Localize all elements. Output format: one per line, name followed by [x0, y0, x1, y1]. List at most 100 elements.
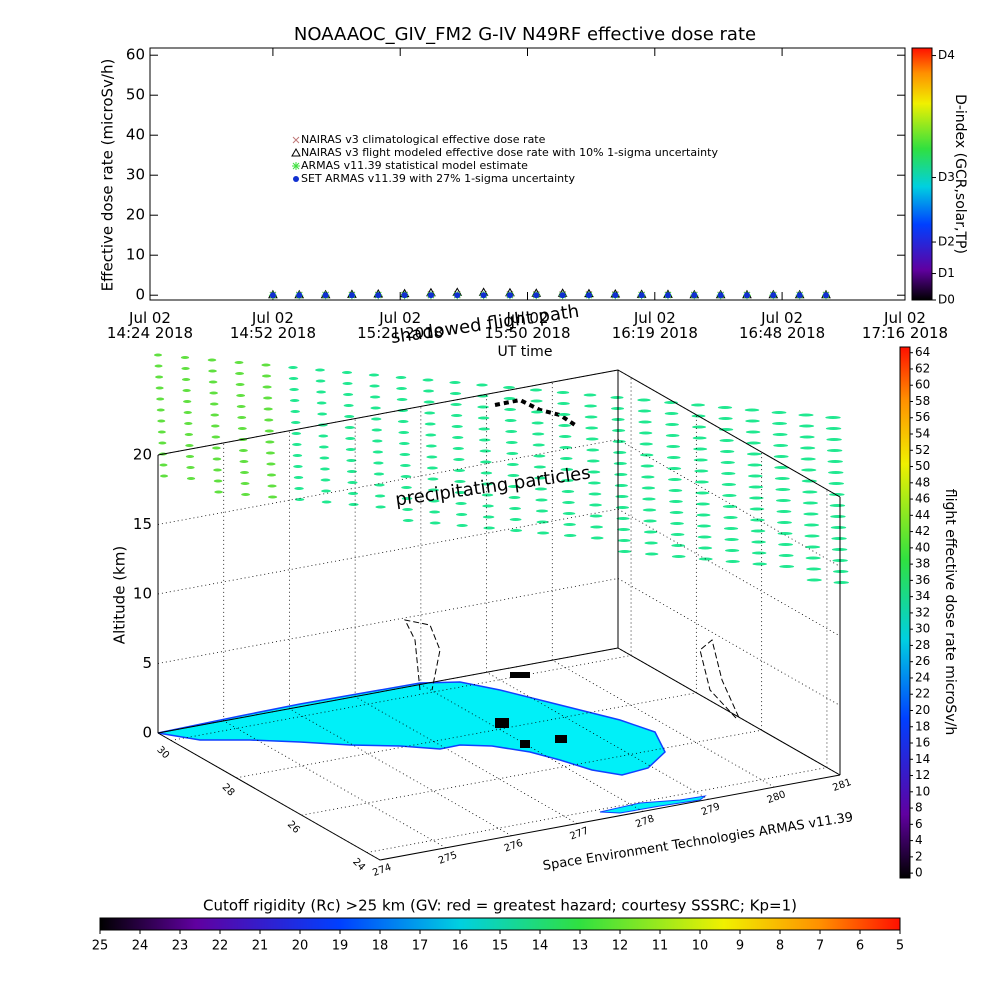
particle: [315, 379, 326, 383]
particle: [748, 485, 764, 489]
particle: [429, 510, 441, 514]
particle: [830, 526, 847, 529]
marker: [322, 292, 329, 299]
particle: [694, 469, 709, 473]
y-axis-label: Effective dose rate (microSv/h): [99, 59, 117, 292]
x-tick-label: Jul 02 15:21 2018: [357, 309, 443, 342]
x-tick-label: 281: [831, 777, 853, 794]
particle: [535, 498, 548, 502]
particle: [831, 537, 847, 540]
colorbar-tick-label: D0: [938, 293, 955, 307]
marker: [717, 292, 724, 299]
chart-title: NOAAAOC_GIV_FM2 G-IV N49RF effective dos…: [294, 24, 756, 45]
particle: [638, 431, 653, 435]
colorbar-tick-label: 19: [332, 939, 349, 954]
axis-line: [379, 774, 841, 861]
particle: [157, 419, 166, 423]
particle: [159, 463, 168, 467]
particle: [290, 410, 300, 413]
particle: [588, 481, 601, 485]
particle: [186, 466, 195, 469]
colorbar-tick-label: 60: [915, 378, 930, 392]
particle: [691, 403, 705, 407]
colorbar-tick-label: 48: [915, 475, 930, 489]
particle: [561, 479, 574, 482]
rigidity-colorbar: [99, 917, 901, 931]
marker: [664, 292, 671, 299]
particle: [318, 445, 329, 449]
particle: [181, 378, 191, 381]
grid-line: [617, 578, 841, 706]
contour: [699, 639, 741, 721]
particle: [505, 441, 518, 444]
colorbar-tick-label: 13: [572, 939, 589, 954]
legend-marker: [291, 147, 301, 157]
particle: [428, 488, 439, 492]
particle: [292, 454, 303, 457]
particle: [744, 408, 760, 412]
particle: [805, 545, 821, 549]
particle: [692, 436, 707, 440]
particle: [612, 440, 626, 443]
particle: [479, 449, 492, 453]
particle: [752, 562, 767, 566]
particle: [184, 422, 193, 425]
particle: [263, 396, 273, 400]
particle: [155, 375, 164, 379]
particle: [613, 462, 627, 465]
particle: [345, 437, 356, 440]
particle: [615, 495, 629, 498]
colorbar-tick-label: 22: [915, 687, 930, 701]
colorbar-tick-label: 14: [915, 752, 930, 766]
particle: [289, 399, 300, 402]
blob: [510, 672, 530, 678]
grid-line: [157, 508, 619, 595]
particle: [288, 366, 298, 369]
colorbar-tick-label: 38: [915, 557, 930, 571]
x-tick-label: 274: [371, 862, 393, 879]
particle: [424, 422, 436, 426]
particle: [697, 524, 712, 528]
particle: [798, 424, 815, 428]
particle: [664, 412, 679, 415]
particle: [779, 565, 795, 568]
particle: [368, 373, 380, 377]
colorbar-tick-label: 34: [915, 589, 930, 603]
particle: [833, 581, 849, 584]
particle: [398, 442, 410, 445]
particle: [586, 448, 600, 452]
particle: [505, 430, 518, 433]
grid-line: [157, 578, 619, 664]
particle: [802, 490, 818, 494]
particle: [610, 396, 624, 399]
colorbar-tick-label: 4: [915, 833, 923, 847]
particle: [207, 358, 217, 362]
particle: [557, 413, 571, 416]
particle: [746, 452, 762, 456]
marker: [427, 292, 434, 299]
particle: [583, 393, 597, 397]
particle: [396, 387, 407, 390]
particle: [750, 518, 765, 522]
x-tick-label: Jul 02 16:19 2018: [612, 309, 698, 342]
particle: [589, 503, 602, 507]
particle: [531, 421, 544, 425]
particle: [533, 454, 546, 458]
particle: [213, 479, 223, 483]
y-tick-label: 30: [154, 744, 171, 761]
blob: [495, 718, 509, 728]
particle: [454, 480, 466, 483]
particle: [343, 393, 354, 396]
particle: [451, 425, 463, 428]
marker: [822, 292, 829, 299]
particle: [643, 519, 657, 523]
particle: [240, 471, 249, 474]
legend-label: NAIRAS v3 flight modeled effective dose …: [301, 146, 718, 159]
marker: [691, 292, 698, 299]
particle: [827, 460, 843, 463]
particle: [830, 515, 846, 518]
particle: [456, 524, 468, 527]
colorbar-tick-label: 14: [532, 939, 549, 954]
particle: [665, 423, 679, 426]
y-tick-label: 28: [220, 782, 237, 799]
